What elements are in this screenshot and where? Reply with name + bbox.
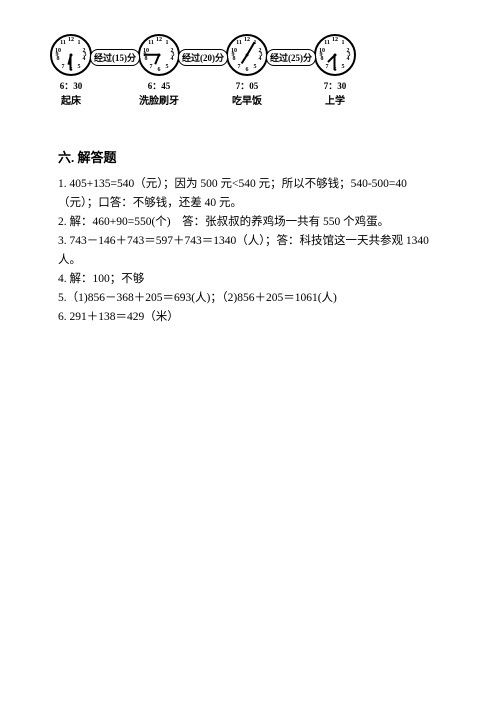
center-dot [246,54,249,57]
clock-number: 7 [147,64,155,70]
clock-number: 1 [339,40,347,46]
clock-face: 121234567891011 [50,34,92,76]
clock-number: 10 [142,48,150,54]
answer-line: 1. 405+135=540（元）；因为 500 元<540 元；所以不够钱；5… [58,175,443,213]
clock-time: 6：30 [60,79,83,92]
clock-number: 12 [331,37,339,43]
clock-time: 6：45 [148,79,171,92]
clock-number: 1 [163,40,171,46]
clock-number: 10 [318,48,326,54]
center-dot [158,54,161,57]
clock-unit: 1212345678910117：05吃早饭 [226,34,268,107]
clock-label: 起床 [61,92,81,107]
clocks-row: 1212345678910116：30起床经过(15)分121234567891… [50,34,356,107]
answer-line: 5.（1)856－368＋205＝693(人)；（2)856＋205＝1061(… [58,289,443,308]
section-title: 六. 解答题 [58,147,117,166]
clock-number: 12 [243,37,251,43]
arrow-label: 经过(20)分 [178,49,228,66]
clock-number: 11 [59,40,67,46]
clock-unit: 1212345678910116：30起床 [50,34,92,107]
clock-number: 1 [75,40,83,46]
center-dot [70,54,73,57]
clock-label: 吃早饭 [232,92,262,107]
clock-number: 6 [155,67,163,73]
center-dot [334,54,337,57]
clock-number: 12 [67,37,75,43]
clock-number: 11 [323,40,331,46]
clock-number: 4 [80,56,88,62]
answer-line: 3. 743－146＋743＝597＋743＝1340（人）；答：科技馆这一天共… [58,232,443,270]
arrow-box: 经过(25)分 [266,49,316,60]
clock-number: 6 [243,67,251,73]
arrow-label: 经过(15)分 [90,49,140,66]
clock-number: 4 [344,56,352,62]
clock-number: 5 [163,64,171,70]
arrow-box: 经过(20)分 [178,49,228,60]
clock-unit: 1212345678910117：30上学 [314,34,356,107]
answers-block: 1. 405+135=540（元）；因为 500 元<540 元；所以不够钱；5… [58,175,443,327]
clock-number: 10 [54,48,62,54]
clock-number: 5 [75,64,83,70]
clock-number: 7 [235,64,243,70]
clock-time: 7：05 [236,79,259,92]
clock-number: 4 [256,56,264,62]
clock-face: 121234567891011 [314,34,356,76]
clock-unit: 1212345678910116：45洗脸刷牙 [138,34,180,107]
clock-number: 10 [230,48,238,54]
clock-label: 上学 [325,92,345,107]
clock-time: 7：30 [324,79,347,92]
clock-number: 4 [168,56,176,62]
clock-face: 121234567891011 [138,34,180,76]
clock-number: 12 [155,37,163,43]
arrow-label: 经过(25)分 [266,49,316,66]
clock-number: 7 [323,64,331,70]
clock-number: 11 [235,40,243,46]
clock-number: 5 [251,64,259,70]
clock-label: 洗脸刷牙 [139,92,179,107]
clock-number: 7 [59,64,67,70]
clock-number: 5 [339,64,347,70]
answer-line: 4. 解：100；不够 [58,270,443,289]
answer-line: 2. 解：460+90=550(个) 答：张叔叔的养鸡场一共有 550 个鸡蛋。 [58,213,443,232]
arrow-box: 经过(15)分 [90,49,140,60]
clock-number: 11 [147,40,155,46]
clock-face: 121234567891011 [226,34,268,76]
answer-line: 6. 291＋138＝429（米） [58,308,443,327]
